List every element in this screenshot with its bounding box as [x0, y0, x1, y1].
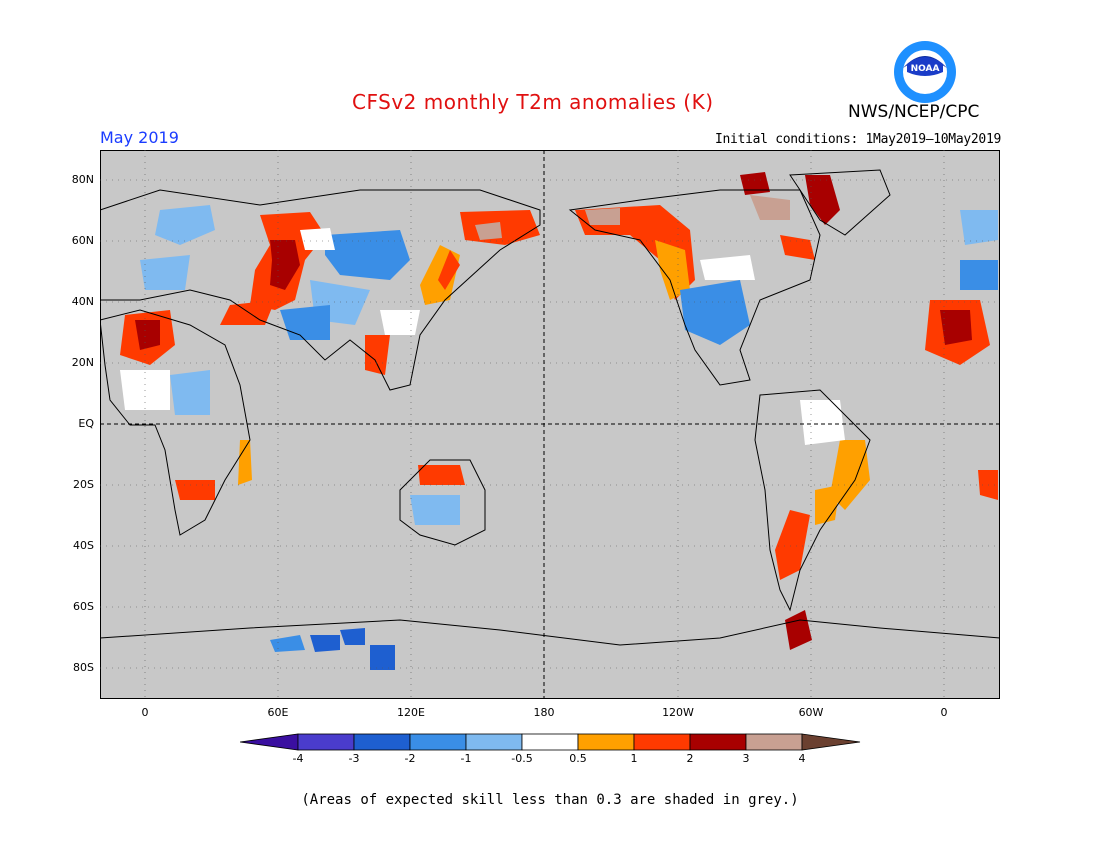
lon-label-60w: 60W — [798, 706, 824, 719]
initial-conditions-label: Initial conditions: 1May2019—10May2019 — [714, 132, 1001, 147]
colorbar-label-3: 3 — [742, 752, 750, 765]
colorbar-segment-minus1-minus05 — [465, 733, 523, 751]
lon-label-120w: 120W — [662, 706, 694, 719]
graticule — [100, 150, 1000, 699]
colorbar-label-05: 0.5 — [569, 752, 587, 765]
colorbar-label-4: 4 — [798, 752, 806, 765]
colorbar-segment-minus2-minus1 — [409, 733, 467, 751]
lat-label-80s: 80S — [73, 661, 94, 674]
lat-label-40s: 40S — [73, 539, 94, 552]
colorbar-segment-2-3 — [689, 733, 747, 751]
cool-anomaly-patches — [140, 205, 998, 670]
month-label: May 2019 — [100, 128, 179, 147]
colorbar-segment-minus4-minus3 — [297, 733, 355, 751]
colorbar-segment-below-minus4 — [240, 733, 299, 751]
noaa-logo: NOAA — [894, 41, 956, 103]
colorbar-segment-above-4 — [801, 733, 861, 751]
lat-label-80n: 80N — [71, 173, 94, 186]
colorbar-label-minus2: -2 — [404, 752, 416, 765]
lat-label-40n: 40N — [71, 295, 94, 308]
warm-anomaly-patches — [120, 172, 998, 650]
colorbar-label-minus3: -3 — [348, 752, 360, 765]
lat-label-60n: 60N — [71, 234, 94, 247]
lon-label-0-left: 0 — [141, 706, 149, 719]
lat-label-20n: 20N — [71, 356, 94, 369]
colorbar-segment-minus3-minus2 — [353, 733, 411, 751]
lon-label-0-right: 0 — [940, 706, 948, 719]
colorbar-label-minus1: -1 — [460, 752, 472, 765]
colorbar-label-minus4: -4 — [292, 752, 304, 765]
equator-and-dateline — [100, 150, 1000, 699]
organization-label: NWS/NCEP/CPC — [848, 102, 980, 122]
lat-label-eq: EQ — [78, 417, 94, 430]
lon-label-120e: 120E — [397, 706, 425, 719]
world-anomaly-map — [100, 150, 1000, 699]
colorbar-segment-05-1 — [577, 733, 635, 751]
logo-text: NOAA — [911, 64, 940, 74]
lon-label-60e: 60E — [267, 706, 289, 719]
colorbar-segment-3-4 — [745, 733, 803, 751]
colorbar-label-minus05: -0.5 — [511, 752, 533, 765]
lat-label-20s: 20S — [73, 478, 94, 491]
colorbar-segment-near-normal — [521, 733, 579, 751]
neutral-anomaly-patches — [120, 228, 845, 445]
colorbar-segment-1-2 — [633, 733, 691, 751]
color-scale-bar — [240, 733, 861, 751]
colorbar-label-1: 1 — [630, 752, 638, 765]
lon-label-180: 180 — [533, 706, 555, 719]
map-title: CFSv2 monthly T2m anomalies (K) — [352, 90, 714, 114]
colorbar-label-2: 2 — [686, 752, 694, 765]
skill-footnote: (Areas of expected skill less than 0.3 a… — [301, 792, 799, 808]
coastlines — [100, 169, 1000, 646]
lat-label-60s: 60S — [73, 600, 94, 613]
